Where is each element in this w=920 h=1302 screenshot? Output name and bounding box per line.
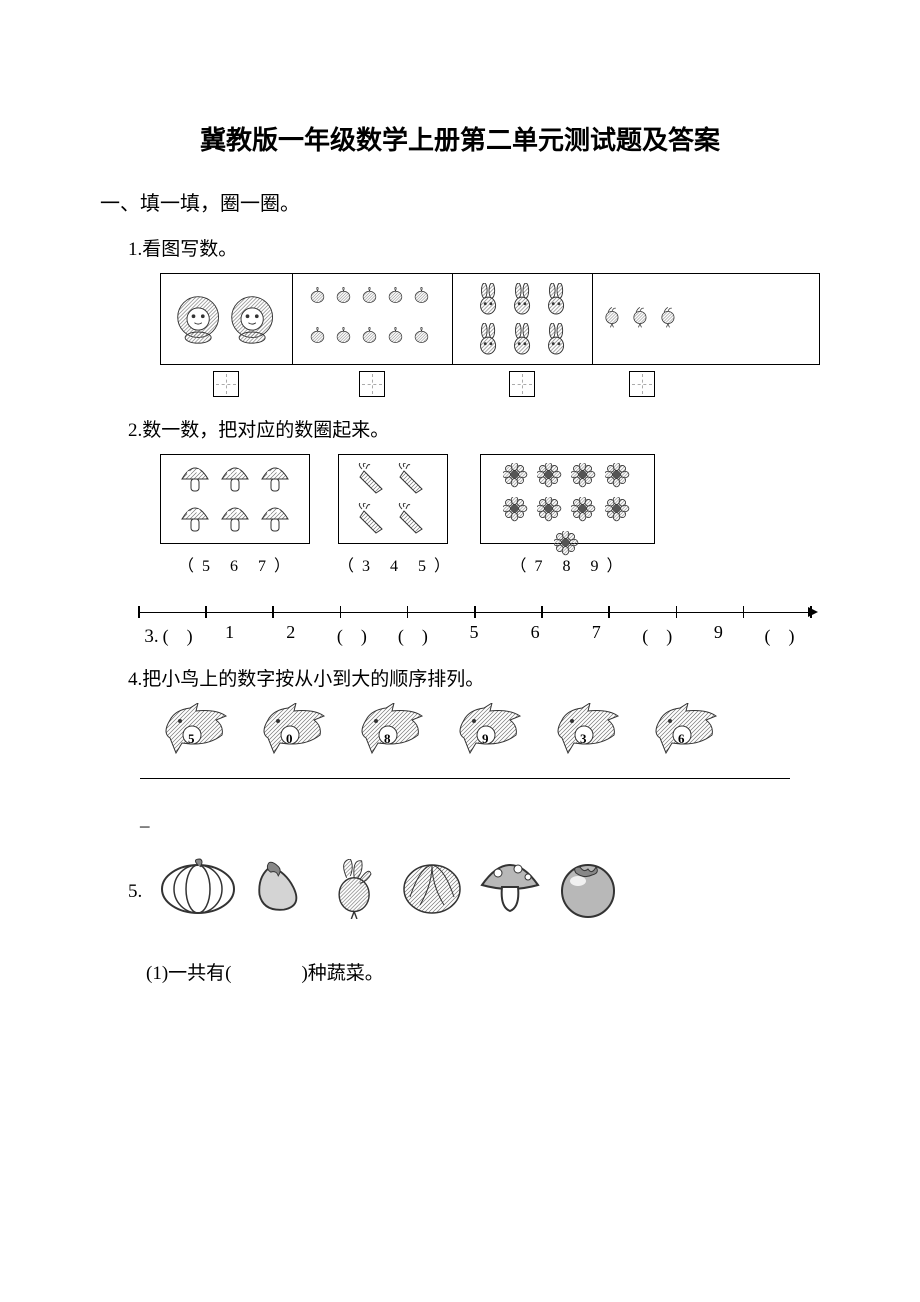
q2-box-flowers bbox=[480, 454, 655, 544]
rabbit-icon bbox=[473, 323, 505, 355]
eggplant-icon bbox=[252, 859, 312, 924]
rabbit-icon bbox=[541, 283, 573, 315]
q5-sub1: (1)一共有( )种蔬菜。 bbox=[146, 958, 820, 985]
q4-dash: _ bbox=[140, 809, 820, 831]
mushroom-icon bbox=[218, 503, 252, 537]
q3-numberline: 3.( )12( )( )567( )9( ) bbox=[128, 594, 820, 648]
bird-number: 0 bbox=[286, 731, 293, 747]
bird-number: 5 bbox=[188, 731, 195, 747]
q2-label: 2.数一数，把对应的数圈起来。 bbox=[128, 415, 820, 442]
onion-bulb-icon bbox=[361, 327, 385, 351]
numberline-label[interactable]: ( ) bbox=[749, 622, 810, 648]
q2-options[interactable]: （ 7 8 9 ） bbox=[480, 552, 655, 576]
answer-box[interactable] bbox=[359, 371, 385, 397]
q5-sub1-post: )种蔬菜。 bbox=[301, 963, 383, 984]
rabbit-icon bbox=[541, 323, 573, 355]
radish-small-icon bbox=[602, 306, 628, 332]
q5-row: 5. bbox=[128, 849, 820, 934]
flower-icon bbox=[537, 497, 565, 525]
q4-answer-line[interactable] bbox=[140, 778, 790, 779]
lion-icon bbox=[228, 293, 280, 345]
cabbage-icon bbox=[400, 857, 464, 926]
q2-options[interactable]: （ 3 4 5 ） bbox=[338, 552, 452, 576]
flower-icon bbox=[503, 463, 531, 491]
radish-icon bbox=[326, 859, 386, 924]
flower-icon bbox=[605, 497, 633, 525]
numberline-label[interactable]: ( ) bbox=[382, 622, 443, 648]
onion-bulb-icon bbox=[413, 287, 437, 311]
answer-box[interactable] bbox=[629, 371, 655, 397]
numberline-label: 7 bbox=[566, 622, 627, 648]
bird-icon: 5 bbox=[160, 703, 230, 758]
flower-icon bbox=[503, 497, 531, 525]
onion-bulb-icon bbox=[335, 287, 359, 311]
q1-cell-lions bbox=[161, 274, 293, 364]
q2-options[interactable]: （ 5 6 7 ） bbox=[160, 552, 310, 576]
page-title: 冀教版一年级数学上册第二单元测试题及答案 bbox=[100, 120, 820, 157]
onion-bulb-icon bbox=[309, 327, 333, 351]
onion-bulb-icon bbox=[387, 327, 411, 351]
onion-bulb-icon bbox=[413, 327, 437, 351]
tomato-icon bbox=[556, 857, 620, 926]
q1-label: 1.看图写数。 bbox=[128, 234, 820, 261]
mushroom-icon bbox=[258, 463, 292, 497]
rabbit-icon bbox=[507, 283, 539, 315]
section-1-header: 一、填一填，圈一圈。 bbox=[100, 187, 820, 216]
onion-bulb-icon bbox=[361, 287, 385, 311]
flower-icon bbox=[537, 463, 565, 491]
numberline-label[interactable]: 3.( ) bbox=[138, 622, 199, 648]
bird-icon: 9 bbox=[454, 703, 524, 758]
q5-sub1-pre: (1)一共有( bbox=[146, 963, 231, 984]
bird-number: 9 bbox=[482, 731, 489, 747]
q4-label: 4.把小鸟上的数字按从小到大的顺序排列。 bbox=[128, 664, 820, 691]
lion-icon bbox=[174, 293, 226, 345]
mushroom-icon bbox=[178, 463, 212, 497]
q2-box-carrots bbox=[338, 454, 448, 544]
numberline-label: 2 bbox=[260, 622, 321, 648]
numberline-label: 1 bbox=[199, 622, 260, 648]
q1-cell-onions bbox=[293, 274, 453, 364]
mushroom-icon bbox=[218, 463, 252, 497]
radish-small-icon bbox=[630, 306, 656, 332]
bird-number: 6 bbox=[678, 731, 685, 747]
bird-icon: 6 bbox=[650, 703, 720, 758]
bird-icon: 0 bbox=[258, 703, 328, 758]
radish-small-icon bbox=[658, 306, 684, 332]
numberline-label: 6 bbox=[505, 622, 566, 648]
q1-cell-radishes bbox=[593, 274, 693, 364]
q2-groups: （ 5 6 7 ） （ 3 4 5 ） （ 7 8 9 ） bbox=[160, 454, 820, 576]
flower-icon bbox=[605, 463, 633, 491]
q1-table bbox=[160, 273, 820, 397]
numberline-label[interactable]: ( ) bbox=[321, 622, 382, 648]
numberline-label: 9 bbox=[688, 622, 749, 648]
numberline-label: 5 bbox=[443, 622, 504, 648]
q4-birds: 5 0 8 9 3 6 bbox=[160, 703, 820, 758]
q5-prefix: 5. bbox=[128, 881, 142, 903]
mushroom-big-icon bbox=[478, 857, 542, 926]
flower-icon bbox=[571, 497, 599, 525]
bird-icon: 8 bbox=[356, 703, 426, 758]
q2-box-mushrooms bbox=[160, 454, 310, 544]
onion-bulb-icon bbox=[335, 327, 359, 351]
q1-cell-rabbits bbox=[453, 274, 593, 364]
flower-icon bbox=[571, 463, 599, 491]
answer-box[interactable] bbox=[213, 371, 239, 397]
rabbit-icon bbox=[473, 283, 505, 315]
rabbit-icon bbox=[507, 323, 539, 355]
carrot-icon bbox=[356, 503, 390, 537]
onion-bulb-icon bbox=[309, 287, 333, 311]
mushroom-icon bbox=[258, 503, 292, 537]
carrot-icon bbox=[396, 503, 430, 537]
carrot-icon bbox=[356, 463, 390, 497]
mushroom-icon bbox=[178, 503, 212, 537]
onion-bulb-icon bbox=[387, 287, 411, 311]
pumpkin-icon bbox=[158, 849, 238, 934]
bird-number: 8 bbox=[384, 731, 391, 747]
bird-number: 3 bbox=[580, 731, 587, 747]
bird-icon: 3 bbox=[552, 703, 622, 758]
numberline-label[interactable]: ( ) bbox=[627, 622, 688, 648]
answer-box[interactable] bbox=[509, 371, 535, 397]
carrot-icon bbox=[396, 463, 430, 497]
